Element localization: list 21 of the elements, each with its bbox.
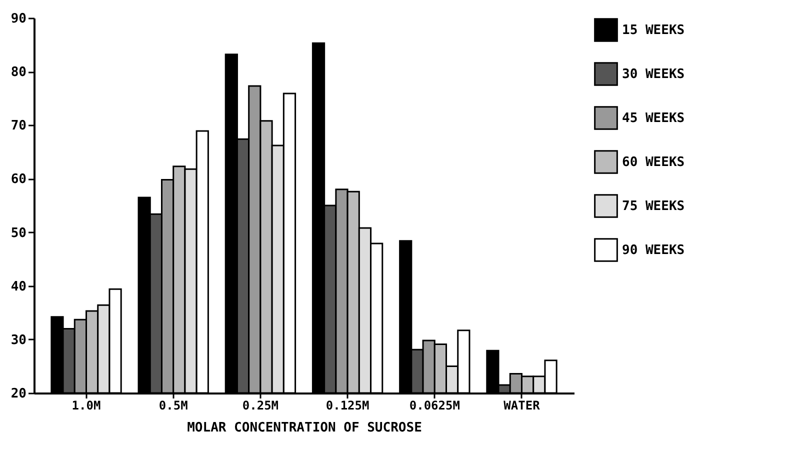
x-axis-title: MOLAR CONCENTRATION OF SUCROSE xyxy=(187,420,422,436)
x-tick-label: WATER xyxy=(504,398,541,412)
y-tick-label: 40 xyxy=(10,279,27,294)
legend-label: 15 WEEKS xyxy=(622,23,685,38)
y-tick-label: 30 xyxy=(10,332,27,348)
y-tick-label: 90 xyxy=(10,12,27,26)
legend-label: 30 WEEKS xyxy=(622,67,685,82)
x-tick-label: 0.125M xyxy=(326,398,370,412)
legend-label: 45 WEEKS xyxy=(622,111,685,126)
y-tick-label: 70 xyxy=(10,118,27,134)
y-tick-label: 60 xyxy=(10,172,27,188)
y-tick-label: 50 xyxy=(10,226,27,241)
legend-label: 90 WEEKS xyxy=(622,243,685,258)
x-tick-label: 0.25M xyxy=(242,398,279,412)
x-tick-label: 0.0625M xyxy=(409,398,460,412)
legend-label: 60 WEEKS xyxy=(622,155,685,170)
x-tick-label: 0.5M xyxy=(158,398,188,412)
legend-label: 75 WEEKS xyxy=(622,199,685,214)
y-tick-label: 80 xyxy=(10,65,27,80)
x-tick-label: 1.0M xyxy=(72,398,101,412)
y-tick-label: 20 xyxy=(10,386,27,402)
